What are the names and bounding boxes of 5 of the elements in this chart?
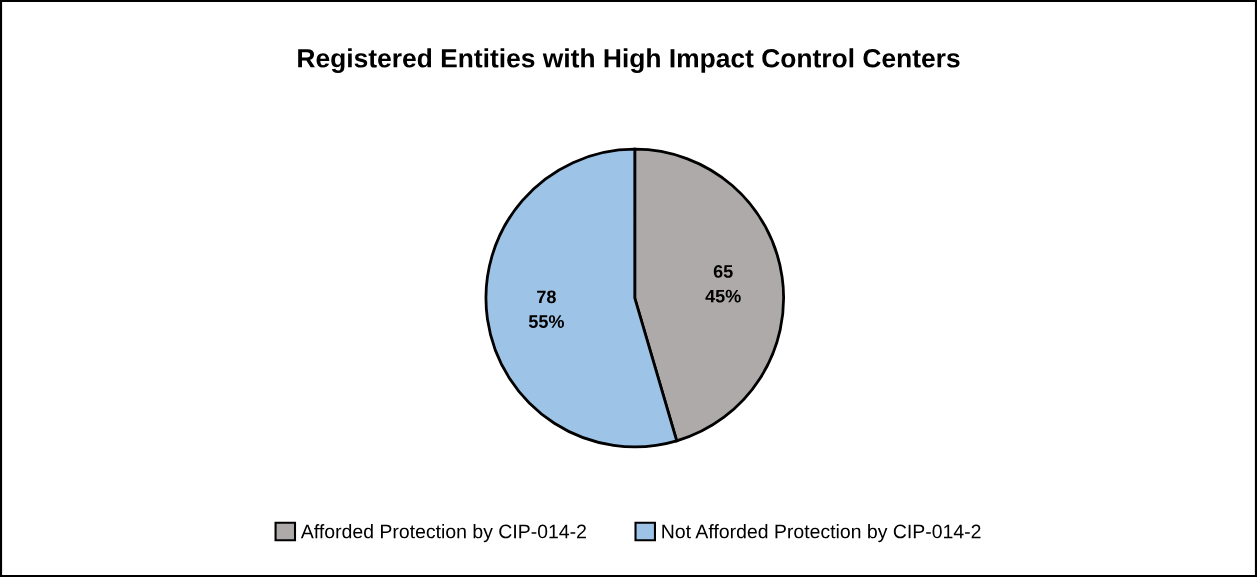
data-label: 78 55% xyxy=(528,290,564,328)
legend-label: Afforded Protection by CIP-014-2 xyxy=(300,524,586,543)
chart-title: Registered Entities with High Impact Control Centers xyxy=(298,48,960,73)
data-label: 65 45% xyxy=(705,265,741,303)
legend-label: Not Afforded Protection by CIP-014-2 xyxy=(662,524,981,543)
